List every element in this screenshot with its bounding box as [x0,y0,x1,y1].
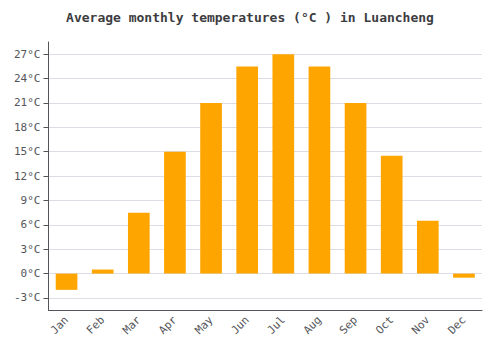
svg-text:Aug: Aug [301,314,324,337]
svg-text:18°C: 18°C [14,121,41,134]
svg-text:Nov: Nov [409,313,432,336]
svg-text:3°C: 3°C [21,243,41,256]
svg-text:6°C: 6°C [21,218,41,231]
svg-text:Feb: Feb [84,314,107,337]
svg-text:Jul: Jul [265,314,288,337]
svg-text:21°C: 21°C [14,96,41,109]
svg-text:Average monthly temperatures (: Average monthly temperatures (°C ) in Lu… [66,10,434,25]
svg-text:Oct: Oct [373,314,396,337]
svg-text:Jan: Jan [48,314,71,337]
svg-text:Sep: Sep [337,314,360,337]
svg-text:24°C: 24°C [14,72,41,85]
svg-text:15°C: 15°C [14,145,41,158]
svg-text:May: May [192,313,215,336]
svg-text:9°C: 9°C [21,194,41,207]
svg-text:Jun: Jun [229,314,252,337]
svg-text:27°C: 27°C [14,48,41,61]
svg-text:Dec: Dec [445,314,468,337]
svg-text:Mar: Mar [120,313,143,336]
svg-text:0°C: 0°C [21,267,41,280]
svg-text:12°C: 12°C [14,170,41,183]
svg-text:Apr: Apr [156,313,179,336]
svg-text:-3°C: -3°C [14,291,41,304]
